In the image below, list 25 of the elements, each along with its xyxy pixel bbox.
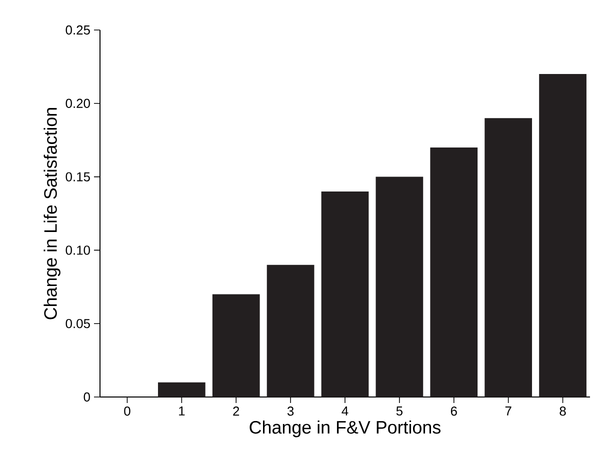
- x-tick-label: 8: [560, 406, 566, 416]
- bar: [266, 264, 314, 397]
- x-tick-label: 3: [287, 406, 294, 416]
- y-tick-label: 0.10: [66, 246, 90, 255]
- y-tick-label: 0.15: [66, 172, 90, 182]
- bar: [212, 294, 260, 397]
- x-tick-label: 1: [179, 406, 185, 416]
- x-tick-label: 2: [233, 406, 240, 416]
- y-tick-label: 0: [84, 392, 90, 402]
- x-tick-label: 5: [396, 406, 402, 416]
- y-tick-label: 0.05: [66, 319, 90, 328]
- bar: [539, 74, 586, 397]
- bar: [484, 118, 532, 397]
- y-tick-label: 0.20: [66, 98, 90, 108]
- bar: [158, 382, 206, 397]
- x-tick-label: 0: [124, 406, 130, 416]
- bar: [376, 176, 424, 397]
- x-axis-title: Change in F&V Portions: [250, 420, 441, 438]
- bar: [430, 147, 478, 397]
- bar: [321, 191, 369, 397]
- y-axis-title: Change in Life Satisfaction: [44, 108, 60, 320]
- x-tick-label: 4: [342, 406, 348, 416]
- y-tick-label: 0.25: [66, 25, 90, 35]
- x-tick-label: 6: [450, 406, 457, 416]
- x-tick-label: 7: [505, 406, 512, 416]
